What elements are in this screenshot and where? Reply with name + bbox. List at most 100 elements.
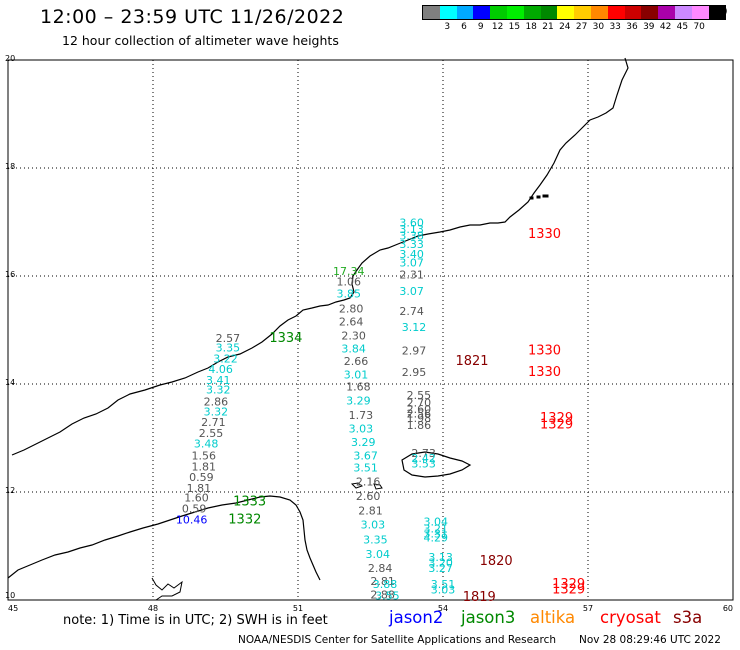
wave-height-label: 3.12	[402, 321, 427, 334]
legend-swatch	[574, 6, 591, 19]
wave-height-label: 2.73	[411, 447, 436, 460]
wave-height-label: 2.55	[407, 389, 432, 402]
wave-height-label: 3.51	[353, 461, 378, 474]
legend-swatch	[473, 6, 491, 19]
wave-height-label: 3.29	[346, 395, 371, 408]
pass-time-label: 1329	[552, 577, 585, 592]
wave-height-label: 3.33	[399, 238, 424, 251]
wave-height-label: 4.29	[424, 532, 449, 545]
wave-height-label: 3.01	[344, 369, 369, 382]
lat-tick-label: 18	[5, 162, 15, 171]
lon-tick-label: 54	[438, 604, 448, 613]
socotra-island	[401, 451, 472, 478]
legend-label: 70	[693, 22, 705, 32]
lon-tick-label: 60	[723, 604, 733, 613]
satellite-name: altika	[530, 608, 576, 627]
wave-height-label: 1.56	[192, 450, 217, 463]
satellite-pass-times: 1330133013301329132913291329182118201819…	[228, 227, 585, 605]
pass-time-label: 1819	[463, 590, 496, 605]
legend-swatch	[540, 6, 558, 19]
legend-label: 9	[477, 22, 484, 32]
wave-height-label: 2.31	[399, 269, 424, 282]
wave-height-label: 3.40	[399, 248, 424, 261]
wave-height-label: 2.71	[201, 416, 226, 429]
wave-height-label: 3.85	[337, 288, 362, 301]
wave-height-label: 2.81	[370, 575, 395, 588]
lat-tick-label: 12	[5, 486, 15, 495]
legend-swatch	[624, 6, 642, 19]
pass-time-label: 1821	[455, 354, 488, 369]
wave-height-label: 2.80	[339, 303, 364, 316]
wave-height-label: 3.03	[431, 584, 456, 597]
legend-label: 18	[525, 22, 537, 32]
lat-tick-label: 16	[5, 270, 15, 279]
legend-label: 3	[444, 22, 451, 32]
wave-height-label: 1.98	[407, 412, 432, 425]
wave-height-label: 2.74	[399, 305, 424, 318]
legend-label: 6	[461, 22, 467, 32]
legend-swatch	[708, 6, 726, 19]
lat-tick-label: 14	[5, 378, 15, 387]
legend-label: 30	[592, 22, 605, 32]
wave-height-label: 3.31	[424, 527, 449, 540]
color-legend: 3 6 9 12 15 18 21 24 27 30 33 36 39 42 45 70 (ft)	[422, 5, 728, 32]
wave-height-label: 0.59	[182, 503, 207, 516]
wave-height-label: 3.07	[399, 285, 424, 298]
wave-height-label: 2.57	[216, 332, 241, 345]
pass-time-label: 1332	[228, 512, 261, 527]
wave-height-label: 3.32	[206, 384, 231, 397]
pass-time-label: 1329	[552, 583, 585, 598]
generated-timestamp: Nov 28 08:29:46 UTC 2022	[579, 634, 721, 646]
legend-unit: (ft)	[714, 7, 728, 17]
footer-note: note: 1) Time is in UTC; 2) SWH is in fe…	[63, 613, 328, 628]
wave-height-label: 2.81	[358, 505, 383, 518]
legend-swatch	[590, 6, 608, 19]
wave-height-label: 2.60	[407, 403, 432, 416]
satellite-name: jason2	[389, 608, 444, 627]
wave-height-label: 2.86	[204, 396, 229, 409]
wave-height-label: 1.81	[187, 482, 212, 495]
wave-height-observations: 3.603.133.383.333.403.072.313.072.743.12…	[176, 216, 455, 602]
legend-swatch	[607, 6, 625, 19]
legend-label: 45	[676, 22, 689, 32]
wave-height-label: 2.56	[407, 407, 432, 420]
wave-height-label: 3.53	[411, 458, 436, 471]
wave-height-label: 3.88	[373, 578, 398, 591]
wave-height-label: 3.35	[363, 533, 388, 546]
page-subtitle: 12 hour collection of altimeter wave hei…	[62, 33, 339, 48]
wave-height-label: 3.38	[399, 229, 424, 242]
legend-swatch	[439, 6, 457, 19]
pass-time-label: 1820	[480, 554, 513, 569]
wave-height-label: 0.59	[189, 471, 214, 484]
wave-height-label: 2.88	[370, 588, 395, 601]
wave-height-label: 2.84	[368, 562, 393, 575]
pass-time-label: 1330	[528, 343, 561, 358]
lon-tick-label: 51	[293, 604, 303, 613]
legend-swatch	[456, 6, 474, 19]
credit-line: NOAA/NESDIS Center for Satellite Applica…	[238, 634, 556, 646]
lon-tick-label: 48	[148, 604, 158, 613]
wave-height-label: 3.32	[204, 405, 229, 418]
pass-time-label: 1330	[528, 365, 561, 380]
wave-height-label: 1.60	[184, 492, 209, 505]
lon-tick-label: 45	[8, 604, 18, 613]
wave-height-label: 2.55	[199, 427, 224, 440]
legend-label: 21	[542, 22, 554, 32]
legend-labels: 3 6 9 12 15 18 21 24 27 30 33 36 39 42 45 70	[422, 20, 726, 32]
pass-time-label: 1329	[540, 411, 573, 426]
coastline	[11, 57, 629, 456]
wave-height-label: 3.35	[216, 342, 241, 355]
legend-label: 12	[491, 22, 504, 32]
wave-height-label: 2.97	[402, 344, 427, 357]
wave-height-label: 2.60	[356, 490, 381, 503]
wave-height-label: 3.21	[424, 523, 449, 536]
lon-tick-label: 57	[583, 604, 593, 613]
wave-height-label: 3.55	[375, 589, 400, 602]
somalia-coast-detail	[151, 577, 183, 601]
legend-label: 33	[609, 22, 621, 32]
wave-height-label: 2.42	[411, 452, 436, 465]
wave-height-label: 4.06	[208, 363, 233, 376]
wave-height-label: 2.30	[341, 330, 366, 343]
wave-height-label: 17.34	[333, 265, 365, 278]
wave-height-label: 3.51	[431, 578, 456, 591]
